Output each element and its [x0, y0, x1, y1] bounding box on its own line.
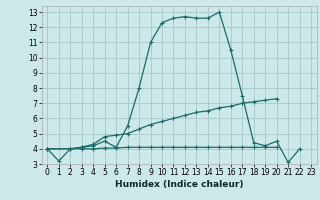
X-axis label: Humidex (Indice chaleur): Humidex (Indice chaleur)	[115, 180, 244, 189]
